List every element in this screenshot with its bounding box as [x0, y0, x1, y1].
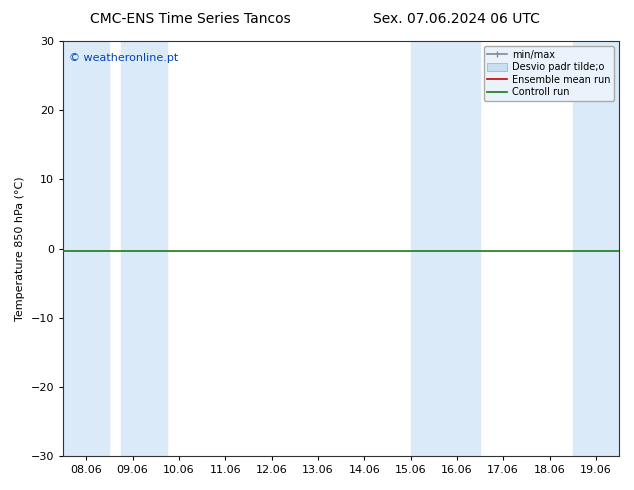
Legend: min/max, Desvio padr tilde;o, Ensemble mean run, Controll run: min/max, Desvio padr tilde;o, Ensemble m… — [484, 46, 614, 101]
Bar — [63, 41, 110, 456]
Y-axis label: Temperature 850 hPa (°C): Temperature 850 hPa (°C) — [15, 176, 25, 321]
Bar — [411, 41, 480, 456]
Text: CMC-ENS Time Series Tancos: CMC-ENS Time Series Tancos — [90, 12, 290, 26]
Bar — [573, 41, 619, 456]
Bar — [121, 41, 167, 456]
Text: © weatheronline.pt: © weatheronline.pt — [68, 53, 178, 64]
Text: Sex. 07.06.2024 06 UTC: Sex. 07.06.2024 06 UTC — [373, 12, 540, 26]
